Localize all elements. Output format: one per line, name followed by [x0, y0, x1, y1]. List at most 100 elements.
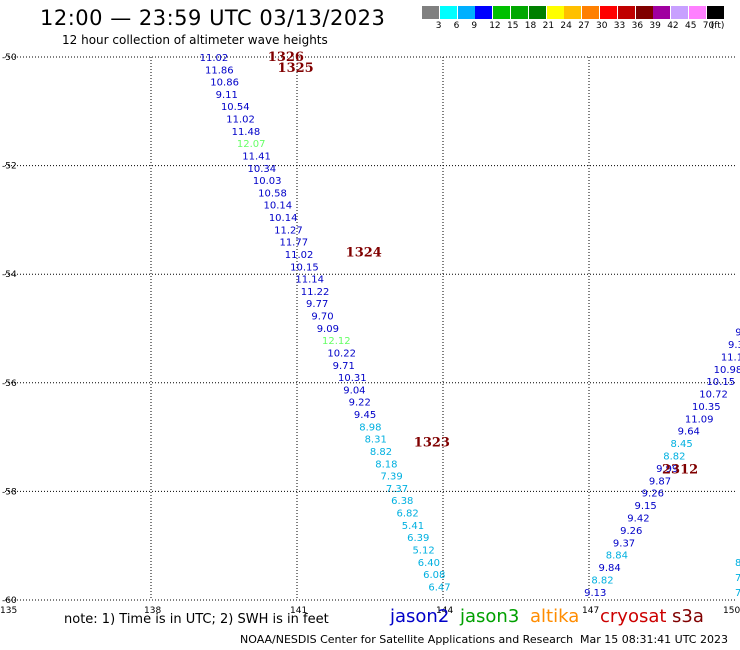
swh-value: 10.15 — [706, 377, 735, 388]
credit-text: NOAA/NESDIS Center for Satellite Applica… — [240, 633, 574, 646]
swh-value: 9.87 — [649, 476, 671, 487]
satellite-jason2: jason2 — [390, 606, 450, 627]
legend-swatch — [457, 6, 475, 19]
satellite-s3a: s3a — [672, 606, 704, 627]
legend-label: 33 — [613, 21, 626, 31]
map-subtitle: 12 hour collection of altimeter wave hei… — [62, 33, 328, 47]
lon-label: 138 — [144, 606, 161, 616]
lat-label: -50 — [2, 53, 17, 63]
swh-value: 11.02 — [226, 115, 255, 126]
lat-label: -58 — [2, 487, 17, 497]
swh-value: 9.42 — [627, 513, 649, 524]
swh-value: 11.27 — [274, 225, 303, 236]
swh-value: 6.40 — [418, 558, 440, 569]
swh-value: 9.26 — [642, 489, 664, 500]
swh-value: 8.31 — [365, 435, 387, 446]
satellite-jason3: jason3 — [460, 606, 520, 627]
legend-swatch — [689, 6, 706, 19]
swh-value: 12.07 — [237, 139, 266, 150]
pass-number: 1326 — [268, 50, 304, 65]
swh-value: 6.38 — [391, 496, 413, 507]
swh-value: 6.08 — [423, 570, 445, 581]
lat-label: -60 — [2, 596, 17, 606]
legend-swatch — [475, 6, 493, 19]
legend-label: 27 — [578, 21, 590, 31]
swh-value: 10.58 — [258, 188, 287, 199]
swh-value: 9.09 — [317, 324, 339, 335]
pass-number: 1324 — [346, 245, 382, 260]
timestamp: Mar 15 08:31:41 UTC 2023 — [580, 633, 728, 646]
legend-label: 9 — [471, 21, 478, 31]
swh-value: 11.86 — [205, 65, 234, 76]
swh-value: 5.12 — [412, 545, 434, 556]
swh-value: 11.14 — [295, 275, 324, 286]
swh-value: 9.84 — [599, 563, 621, 574]
swh-value: 7.4 — [735, 588, 740, 599]
lon-label: 141 — [290, 606, 307, 616]
swh-value: 8.82 — [663, 452, 685, 463]
legend-swatch — [422, 6, 439, 19]
legend-swatch — [439, 6, 457, 19]
swh-value: 8.84 — [606, 551, 628, 562]
swh-value: 6.47 — [428, 582, 450, 593]
swh-value: 10.34 — [248, 164, 277, 175]
swh-value: 10.31 — [338, 373, 367, 384]
legend-swatch — [582, 6, 600, 19]
satellite-altika: altika — [530, 606, 580, 627]
swh-value: 9.45 — [354, 410, 376, 421]
swh-value: 10.14 — [269, 213, 298, 224]
legend-label: 42 — [667, 21, 679, 31]
swh-value: 11.09 — [685, 414, 714, 425]
swh-value: 9.04 — [343, 385, 365, 396]
swh-value: 10.35 — [692, 402, 721, 413]
swh-value: 12.12 — [322, 336, 351, 347]
swh-value: 6.82 — [396, 509, 418, 520]
legend-unit: (ft) — [710, 21, 725, 31]
swh-value: 6.39 — [407, 533, 429, 544]
swh-value: 7.37 — [386, 484, 408, 495]
legend-label: 15 — [507, 21, 519, 31]
legend-swatch — [671, 6, 689, 19]
swh-value: 9.37 — [613, 538, 635, 549]
swh-value: 8.98 — [359, 422, 381, 433]
lat-label: -52 — [2, 162, 17, 172]
legend-label: 18 — [524, 21, 537, 31]
lon-label: 144 — [436, 606, 453, 616]
pass-number: 2312 — [662, 463, 698, 478]
legend-swatch — [511, 6, 528, 19]
swh-value: 10.98 — [714, 365, 740, 376]
swh-value: 9.99 — [656, 464, 678, 475]
legend-swatch — [617, 6, 635, 19]
legend-label: 39 — [649, 21, 661, 31]
lat-label: -54 — [2, 270, 17, 280]
lon-label: 135 — [0, 606, 17, 616]
swh-value: 8.18 — [375, 459, 397, 470]
swh-value: 11.16 — [721, 352, 740, 363]
legend-swatch — [653, 6, 671, 19]
swh-value: 8.45 — [670, 439, 692, 450]
legend-label: 45 — [685, 21, 697, 31]
swh-value: 9.71 — [333, 361, 355, 372]
legend-label: 6 — [453, 21, 460, 31]
legend-swatch — [600, 6, 617, 19]
legend-label: 12 — [489, 21, 501, 31]
swh-value: 8.82 — [591, 575, 613, 586]
swh-value: 11.48 — [232, 127, 261, 138]
satellite-cryosat: cryosat — [600, 606, 667, 627]
lon-label: 147 — [582, 606, 599, 616]
swh-value: 9.13 — [584, 588, 606, 599]
swh-value: 10.72 — [699, 390, 728, 401]
pass-number: 1323 — [414, 436, 450, 451]
swh-value: 8 — [735, 558, 740, 569]
swh-value: 5.41 — [402, 521, 424, 532]
legend-swatch — [706, 6, 724, 19]
swh-value: 9.11 — [216, 90, 238, 101]
swh-value: 10.14 — [263, 201, 292, 212]
swh-value: 10.54 — [221, 102, 250, 113]
legend-label: 30 — [596, 21, 608, 31]
swh-value: 9.26 — [620, 526, 642, 537]
swh-value: 10.15 — [290, 262, 319, 273]
swh-value: 9.22 — [349, 398, 371, 409]
legend-swatch — [493, 6, 511, 19]
legend-swatch — [546, 6, 564, 19]
